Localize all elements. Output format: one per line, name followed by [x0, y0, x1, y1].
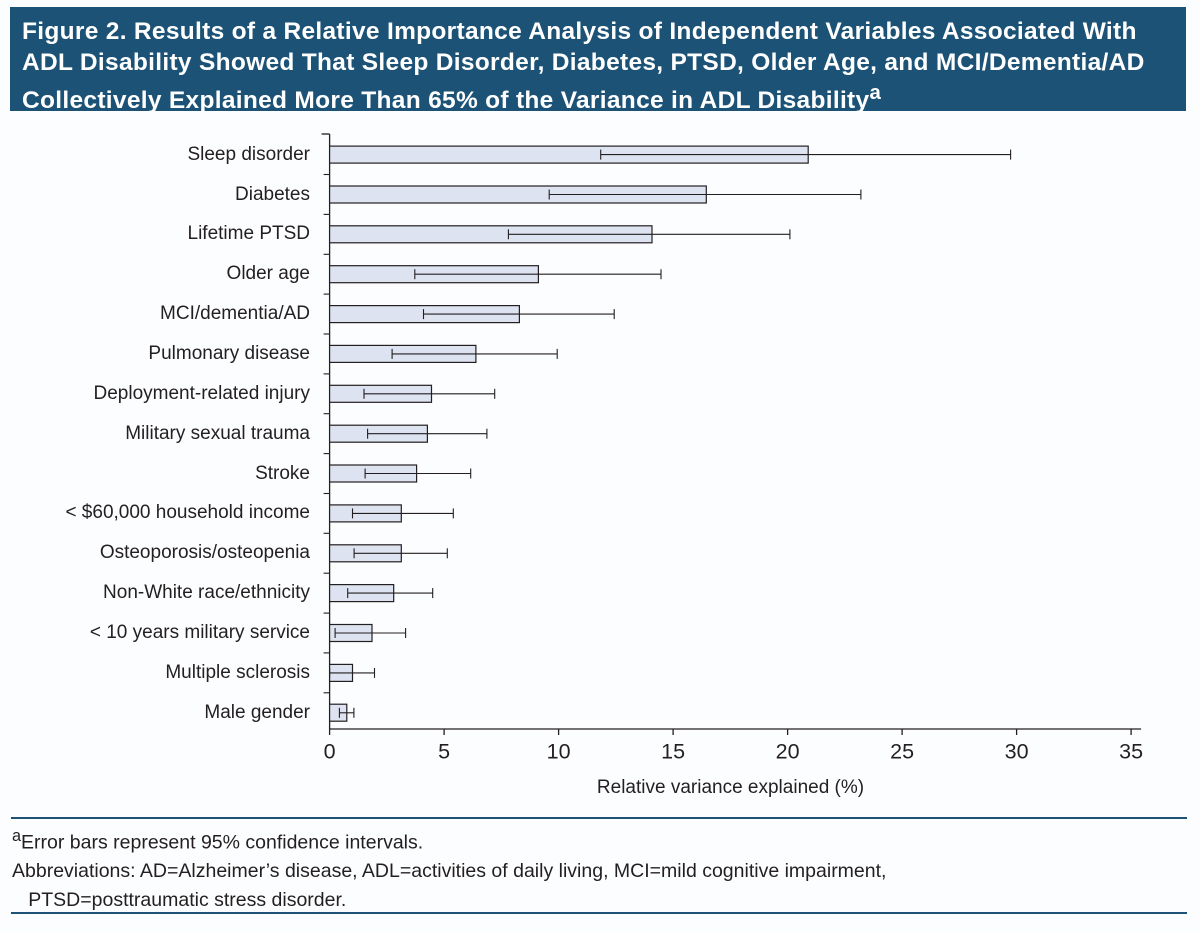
svg-text:5: 5 [438, 740, 450, 764]
svg-text:10: 10 [547, 740, 571, 764]
svg-text:25: 25 [890, 740, 914, 764]
svg-text:30: 30 [1005, 740, 1029, 764]
svg-text:35: 35 [1119, 740, 1143, 764]
svg-text:15: 15 [661, 740, 685, 764]
svg-text:0: 0 [324, 740, 336, 764]
svg-text:20: 20 [776, 740, 800, 764]
